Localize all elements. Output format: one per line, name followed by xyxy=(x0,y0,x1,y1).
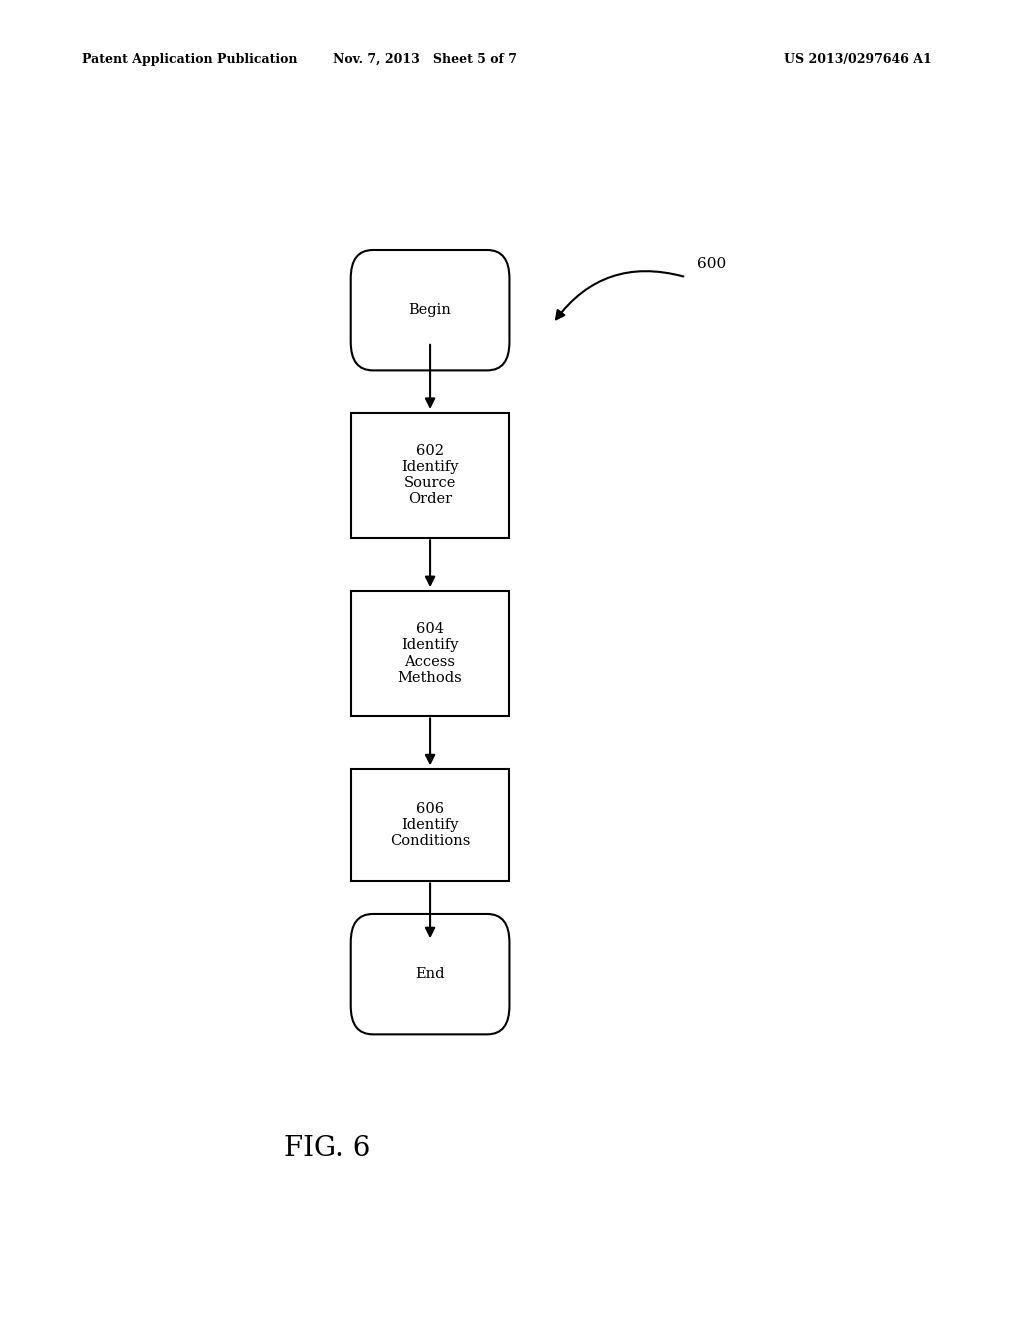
Text: Nov. 7, 2013   Sheet 5 of 7: Nov. 7, 2013 Sheet 5 of 7 xyxy=(333,53,517,66)
Text: US 2013/0297646 A1: US 2013/0297646 A1 xyxy=(784,53,932,66)
Text: Begin: Begin xyxy=(409,304,452,317)
FancyBboxPatch shape xyxy=(350,913,509,1035)
Text: 602
Identify
Source
Order: 602 Identify Source Order xyxy=(401,444,459,507)
Text: 600: 600 xyxy=(697,257,726,271)
Text: End: End xyxy=(416,968,444,981)
Text: Patent Application Publication: Patent Application Publication xyxy=(82,53,297,66)
Bar xyxy=(350,768,509,882)
Bar xyxy=(350,591,509,715)
Text: 604
Identify
Access
Methods: 604 Identify Access Methods xyxy=(397,622,463,685)
Text: 606
Identify
Conditions: 606 Identify Conditions xyxy=(390,801,470,849)
Text: FIG. 6: FIG. 6 xyxy=(285,1135,371,1162)
Bar xyxy=(350,412,509,539)
FancyBboxPatch shape xyxy=(350,249,509,371)
